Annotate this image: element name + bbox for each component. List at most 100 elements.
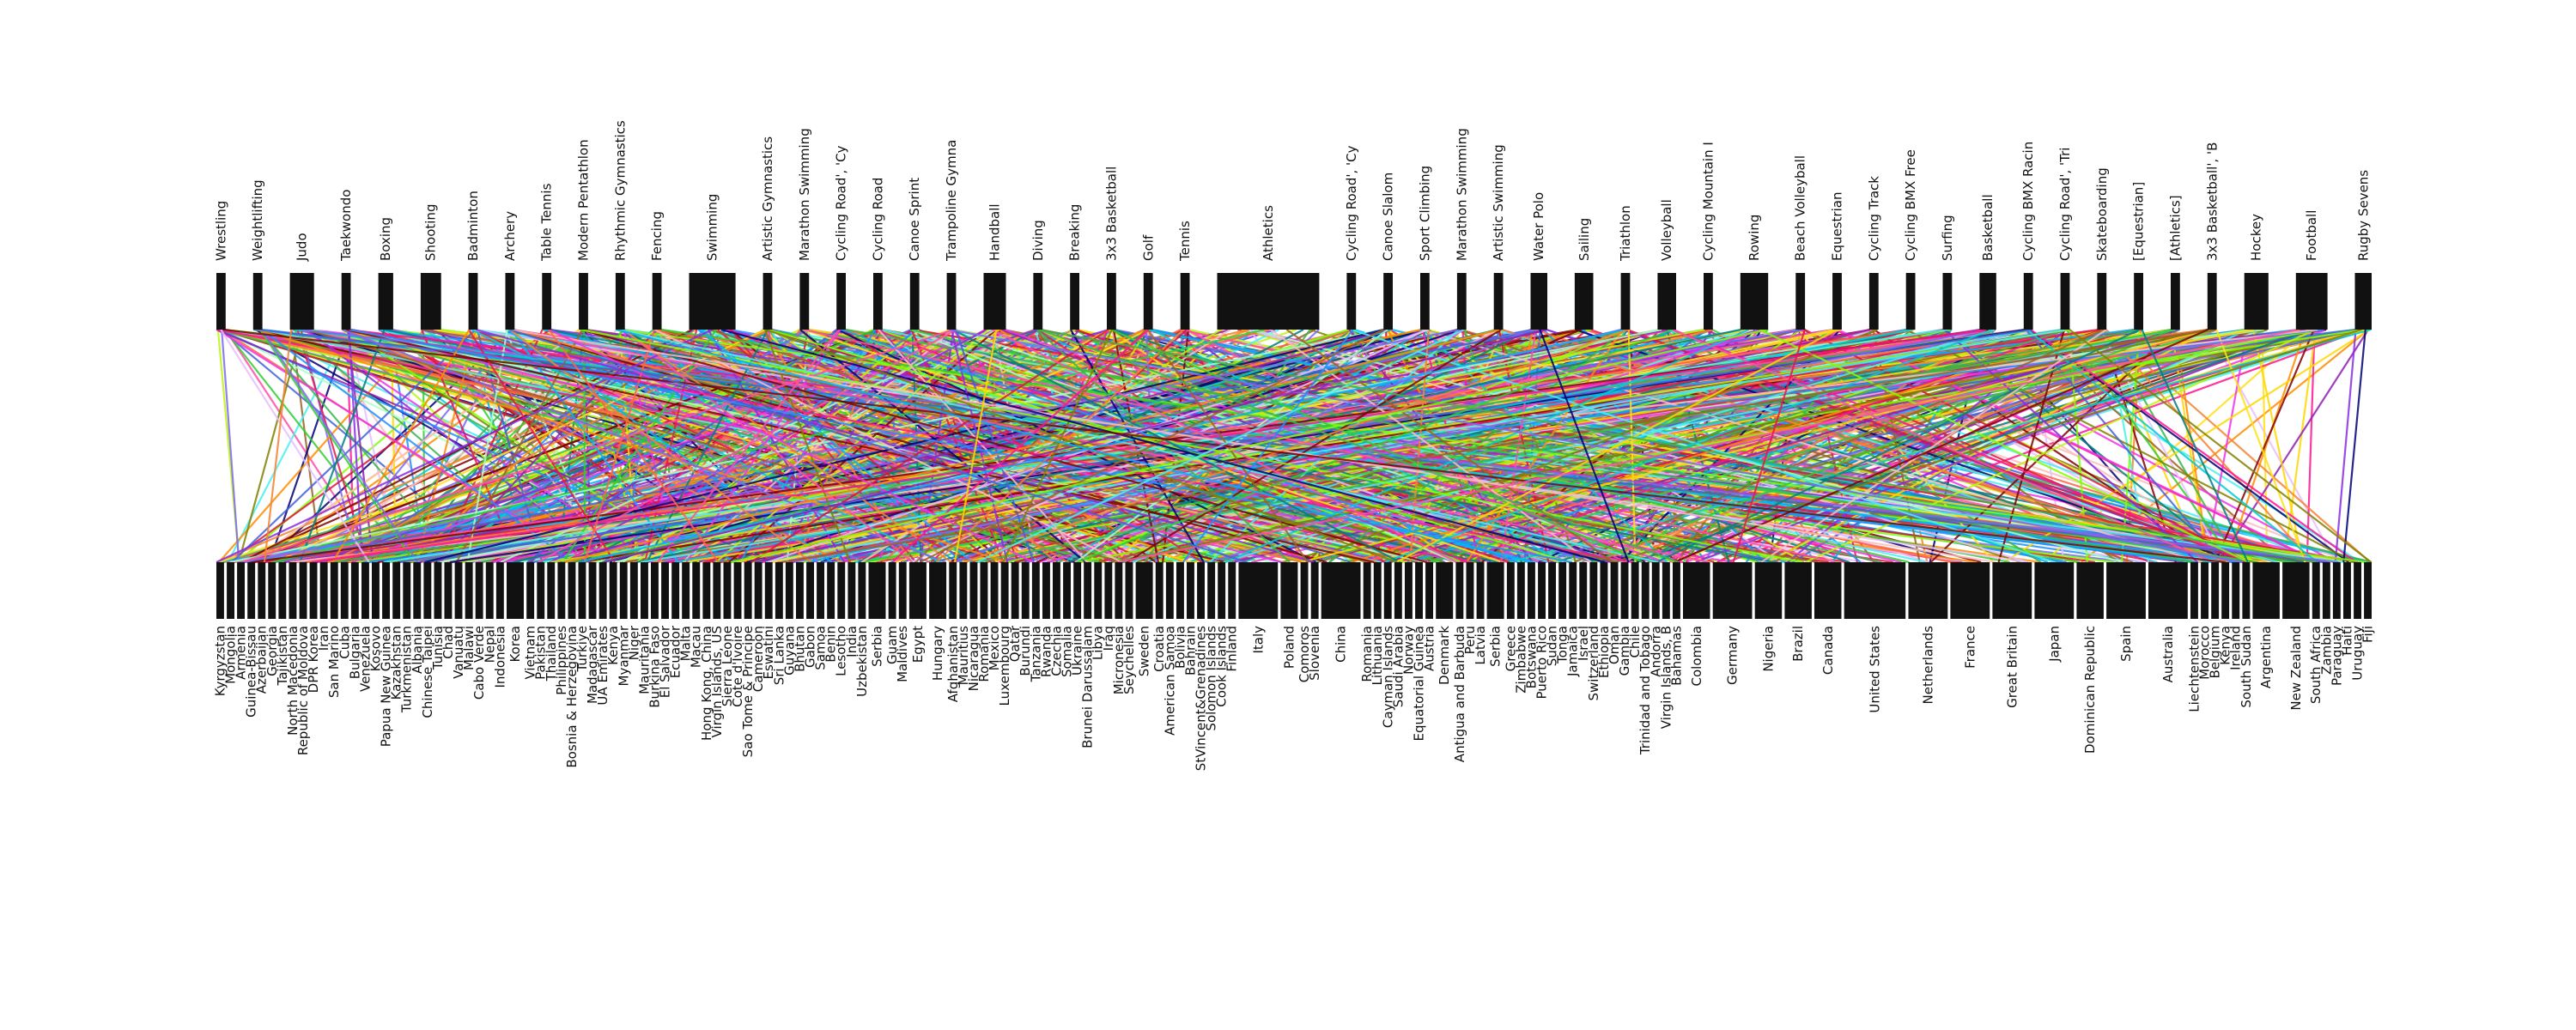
bottom-node-bar — [1373, 562, 1382, 619]
link — [730, 328, 1767, 564]
bottom-node-label: Canada — [1820, 626, 1836, 675]
bottom-node-bar — [1683, 562, 1710, 619]
bottom-node-bar — [1516, 562, 1525, 619]
bottom-node-label: Peru — [1462, 626, 1478, 654]
bottom-node-bar — [1197, 562, 1205, 619]
link — [326, 328, 1423, 564]
bottom-node-label: Guinea-Bissau — [244, 626, 259, 718]
top-node-label: Diving — [1030, 220, 1046, 261]
bottom-node-label: Equatorial Guinea — [1412, 626, 1427, 741]
link — [311, 328, 1987, 564]
bottom-node-label: Sri Lanka — [771, 626, 787, 685]
bottom-node-label: Iraq — [1101, 626, 1116, 651]
bottom-node-bar — [868, 562, 886, 619]
bottom-node-bar — [1218, 562, 1226, 619]
bottom-node-bar — [1176, 562, 1184, 619]
bottom-node-bar — [692, 562, 701, 619]
bottom-node-bar — [1506, 562, 1515, 619]
bottom-node-bar — [2312, 562, 2320, 619]
bottom-node-bar — [237, 562, 245, 619]
bottom-node-label: Finland — [1224, 626, 1240, 672]
bottom-node-label: Benin — [823, 626, 839, 663]
link — [891, 329, 1150, 563]
bottom-node-bar — [1155, 562, 1163, 619]
bottom-node-label: Hong Kong, China — [699, 626, 714, 741]
bottom-node-bar — [858, 562, 866, 619]
top-node-label: Rugby Sevens — [2355, 170, 2371, 261]
bottom-node-label: Serbia — [1488, 626, 1504, 667]
top-node-label: Cycling BMX Free — [1903, 149, 1918, 261]
link — [953, 329, 998, 563]
bottom-node-bar — [713, 562, 721, 619]
top-node-label: Artistic Gymnastics — [760, 136, 775, 261]
top-node-label: Cycling Road', 'Cy — [1344, 145, 1359, 261]
top-node-bar — [542, 273, 552, 330]
bottom-node-label: Kyrgyzstan — [212, 626, 228, 696]
bottom-node-bar — [1631, 562, 1639, 619]
top-node-bar — [836, 273, 846, 330]
bottom-node-label: Great Britain — [2004, 626, 2020, 708]
bottom-node-bar — [1548, 562, 1556, 619]
top-node-label: Cycling Track — [1866, 176, 1881, 261]
link — [342, 328, 946, 564]
bottom-node-bar — [1662, 562, 1670, 619]
bottom-node-bar — [1415, 562, 1423, 619]
bottom-node-bar — [785, 562, 793, 619]
bottom-node-bar — [908, 562, 927, 619]
bottom-node-bar — [744, 562, 752, 619]
link — [451, 328, 1150, 564]
top-node-label: Cycling Road', 'Tri — [2057, 148, 2073, 261]
bottom-node-label: Nicaragua — [966, 626, 981, 691]
top-node-label: 3x3 Basketball', 'B — [2204, 142, 2220, 261]
bottom-node-label: New Zealand — [2288, 626, 2304, 711]
top-node-label: Handball — [987, 203, 1002, 261]
top-node-bar — [341, 273, 351, 330]
bottom-node-label: Seychelles — [1121, 626, 1137, 694]
bottom-node-bar — [2343, 562, 2351, 619]
top-node-bar — [1346, 273, 1357, 330]
bottom-node-label: Niger — [626, 625, 641, 660]
link-layer — [216, 328, 2372, 564]
top-node-bar — [946, 273, 957, 330]
bottom-node-bar — [1310, 562, 1319, 619]
link — [976, 328, 2140, 564]
link — [231, 329, 477, 563]
bottom-node-label: UA Emirates — [595, 626, 611, 706]
bottom-node-label: StVincent&Grenadines — [1194, 626, 1209, 771]
bottom-node-label: Italy — [1250, 626, 1266, 654]
bottom-node-label: Turkmenistan — [399, 626, 415, 713]
bottom-node-label: United States — [1868, 626, 1883, 713]
link — [220, 329, 370, 563]
bottom-node-label: Georgia — [264, 626, 280, 676]
bottom-node-label: Mauritania — [636, 626, 652, 694]
bottom-node-bar — [1528, 562, 1535, 619]
link — [2342, 329, 2366, 563]
bottom-node-label: Cote d'Ivoire — [730, 626, 745, 707]
bottom-node-label: Australia — [2160, 626, 2176, 682]
top-node-label: Cycling Mountain I — [1700, 142, 1716, 261]
bottom-node-bar — [330, 562, 338, 619]
bottom-node-label: Ireland — [2228, 626, 2244, 670]
bottom-node-label: Myanmar — [616, 625, 631, 686]
bottom-node-label: Uruguay — [2350, 626, 2366, 681]
bottom-node-bar — [1238, 562, 1279, 619]
top-node-label: Basketball — [1980, 194, 1996, 261]
bottom-node-bar — [216, 562, 224, 619]
top-node-label: Sport Climbing — [1417, 166, 1432, 261]
top-node-label: Sailing — [1577, 218, 1592, 261]
top-node-label: Athletics — [1261, 205, 1276, 261]
bottom-node-label: Chile — [1627, 626, 1643, 658]
bottom-node-bar — [806, 562, 814, 619]
bottom-node-bar — [2076, 562, 2104, 619]
bottom-node-bar — [1011, 562, 1019, 619]
link — [685, 329, 841, 563]
top-node-bar — [1832, 273, 1842, 330]
bottom-node-label: Nepal — [482, 626, 497, 663]
bottom-node-bar — [1125, 562, 1133, 619]
bottom-node-bar — [775, 562, 783, 619]
top-node-label: Breaking — [1067, 204, 1083, 261]
top-node-label: Marathon Swimming — [1454, 128, 1469, 261]
bottom-node-label: Croatia — [1151, 626, 1167, 672]
bottom-node-label: Bahrain — [1183, 626, 1199, 676]
